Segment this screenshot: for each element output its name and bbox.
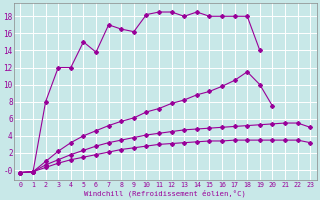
- X-axis label: Windchill (Refroidissement éolien,°C): Windchill (Refroidissement éolien,°C): [84, 189, 246, 197]
